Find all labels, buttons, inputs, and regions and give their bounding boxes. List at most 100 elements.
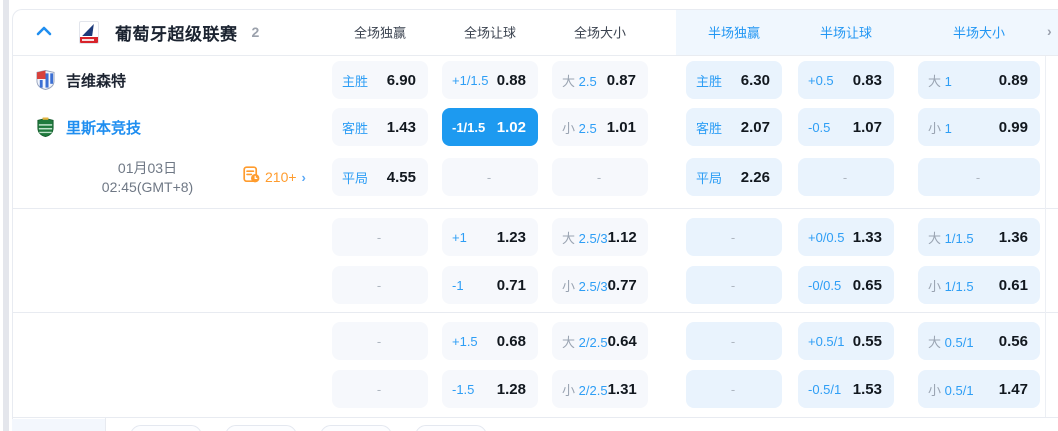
odds-value: 6.90 [386, 71, 416, 89]
odds-value: 0.64 [607, 332, 637, 350]
league-header: 葡萄牙超级联赛 2 [33, 10, 259, 54]
odds-cell[interactable]: 大 1/1.5 1.36 [918, 218, 1040, 256]
league-logo-icon [79, 20, 99, 44]
ou-line: 1/1.5 [944, 278, 974, 294]
cutoff-tab-pill[interactable] [320, 425, 392, 431]
odds-label: -1 [452, 277, 464, 293]
ou-side: 大 [928, 230, 942, 246]
ou-label: 小 1/1.5 [928, 276, 974, 295]
odds-cell[interactable]: +0.5 0.83 [798, 61, 894, 99]
odds-cell[interactable]: 客胜 1.43 [332, 108, 428, 146]
collapse-button[interactable] [33, 21, 55, 43]
odds-label: +1/1.5 [452, 72, 489, 88]
odds-cell[interactable]: -0/0.5 0.65 [798, 266, 894, 304]
ou-side: 小 [928, 120, 942, 136]
odds-label: -1/1.5 [452, 119, 486, 135]
odds-cell[interactable]: 小 2.5 1.01 [552, 108, 648, 146]
odds-cell: - [442, 158, 538, 196]
empty-odds-placeholder: - [376, 277, 382, 293]
odds-cell-selected[interactable]: -1/1.5 1.02 [442, 108, 538, 146]
odds-cell[interactable]: 大 1 0.89 [918, 61, 1040, 99]
odds-cell[interactable]: -1.5 1.28 [442, 370, 538, 408]
away-team-row: 里斯本竞技 [36, 108, 141, 146]
ou-side: 小 [562, 382, 576, 398]
away-team-name: 里斯本竞技 [66, 119, 142, 137]
ou-line: 0.5/1 [944, 334, 974, 350]
odds-cell[interactable]: 小 2.5/3 0.77 [552, 266, 648, 304]
odds-value: 0.65 [852, 276, 882, 294]
odds-cell[interactable]: 小 0.5/1 1.47 [918, 370, 1040, 408]
odds-cell[interactable]: 小 1/1.5 0.61 [918, 266, 1040, 304]
more-markets-link[interactable]: 210+ › [243, 158, 306, 196]
odds-cell[interactable]: 小 2/2.5 1.31 [552, 370, 648, 408]
odds-cell[interactable]: 主胜 6.30 [686, 61, 782, 99]
odds-label: 主胜 [696, 73, 723, 89]
odds-label: +1 [452, 229, 467, 245]
empty-odds-placeholder: - [730, 381, 736, 397]
odds-label: 平局 [342, 170, 369, 186]
odds-cell[interactable]: 平局 4.55 [332, 158, 428, 196]
ou-side: 小 [562, 120, 576, 136]
away-team-crest-icon [36, 116, 55, 138]
odds-label: -0.5 [808, 119, 831, 135]
odds-cell[interactable]: +1.5 0.68 [442, 322, 538, 360]
odds-value: 1.31 [607, 380, 637, 398]
odds-cell[interactable]: +1 1.23 [442, 218, 538, 256]
ou-side: 大 [928, 73, 942, 89]
odds-value: 1.47 [998, 380, 1028, 398]
ou-line: 1/1.5 [944, 230, 974, 246]
home-team-row: 吉维森特 [36, 61, 126, 99]
odds-value: 0.87 [606, 71, 636, 89]
odds-cell[interactable]: +1/1.5 0.88 [442, 61, 538, 99]
empty-odds-placeholder: - [730, 277, 736, 293]
ou-side: 大 [562, 73, 576, 89]
odds-label: 客胜 [342, 120, 369, 136]
odds-cell[interactable]: 平局 2.26 [686, 158, 782, 196]
ou-line: 2.5/3 [578, 230, 608, 246]
odds-value: 0.55 [852, 332, 882, 350]
odds-cell[interactable]: 小 1 0.99 [918, 108, 1040, 146]
odds-cell[interactable]: -0.5 1.07 [798, 108, 894, 146]
odds-label: -1.5 [452, 381, 475, 397]
odds-cell[interactable]: 大 2.5/3 1.12 [552, 218, 648, 256]
odds-cell[interactable]: 大 0.5/1 0.56 [918, 322, 1040, 360]
match-time: 02:45(GMT+8) [101, 179, 194, 195]
odds-label: +1.5 [452, 333, 478, 349]
odds-cell: - [552, 158, 648, 196]
odds-value: 6.30 [740, 71, 770, 89]
markets-stats-icon [243, 166, 260, 188]
cutoff-tab-pill[interactable] [415, 425, 487, 431]
odds-cell: - [686, 322, 782, 360]
scroll-right-chevron-icon[interactable]: › [1047, 23, 1052, 39]
ou-line: 2.5 [578, 73, 597, 89]
odds-value: 1.43 [386, 118, 416, 136]
home-team-name: 吉维森特 [66, 72, 127, 90]
odds-value: 1.53 [852, 380, 882, 398]
odds-cell[interactable]: 主胜 6.90 [332, 61, 428, 99]
ou-label: 小 0.5/1 [928, 380, 974, 399]
section-divider [12, 417, 1058, 418]
cutoff-tab-pill[interactable] [225, 425, 297, 431]
odds-value: 0.68 [496, 332, 526, 350]
empty-odds-placeholder: - [730, 229, 736, 245]
column-header: 全场独赢 [353, 25, 406, 41]
odds-cell[interactable]: 大 2/2.5 0.64 [552, 322, 648, 360]
odds-cell[interactable]: -0.5/1 1.53 [798, 370, 894, 408]
odds-cell[interactable]: +0.5/1 0.55 [798, 322, 894, 360]
more-markets-count: 210+ [265, 169, 297, 185]
odds-value: 1.23 [496, 228, 526, 246]
odds-cell: - [332, 370, 428, 408]
odds-cell[interactable]: +0/0.5 1.33 [798, 218, 894, 256]
odds-cell: - [332, 322, 428, 360]
cutoff-tab-pill[interactable] [130, 425, 202, 431]
odds-cell[interactable]: 大 2.5 0.87 [552, 61, 648, 99]
odds-value: 0.99 [998, 118, 1028, 136]
odds-value: 4.55 [386, 168, 416, 186]
odds-value: 0.77 [607, 276, 637, 294]
odds-cell[interactable]: -1 0.71 [442, 266, 538, 304]
ou-side: 大 [928, 334, 942, 350]
odds-label: -0/0.5 [808, 277, 842, 293]
odds-cell[interactable]: 客胜 2.07 [686, 108, 782, 146]
next-row-divider [105, 418, 106, 431]
